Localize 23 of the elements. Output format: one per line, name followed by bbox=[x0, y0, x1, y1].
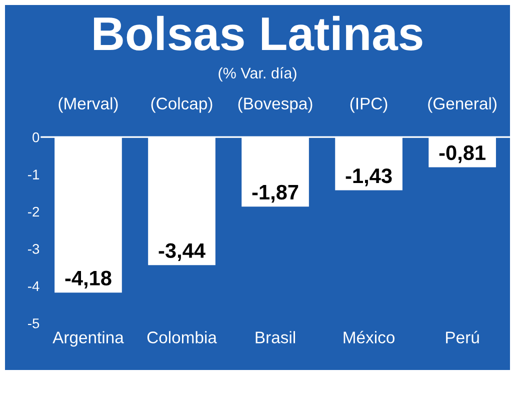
y-tick-label: -4 bbox=[28, 281, 40, 291]
data-label: -4,18 bbox=[65, 270, 112, 289]
y-tick-label: -2 bbox=[28, 206, 40, 217]
x-tick-label: Argentina bbox=[52, 331, 124, 347]
annotation: (Merval) bbox=[58, 97, 118, 113]
data-label: -0,81 bbox=[439, 145, 486, 164]
data-label: -1,43 bbox=[346, 168, 392, 186]
data-label: -1,87 bbox=[252, 184, 298, 203]
annotation: (Colcap) bbox=[151, 97, 212, 113]
y-tick-label: -5 bbox=[28, 318, 40, 328]
y-tick-label: -1 bbox=[28, 170, 40, 180]
x-tick-label: México bbox=[344, 330, 394, 344]
annotation: (Bovespa) bbox=[238, 97, 312, 113]
chart-title: Bolsas Latinas bbox=[94, 16, 422, 51]
annotation: (General) bbox=[428, 97, 496, 113]
x-tick-label: Brasil bbox=[256, 331, 295, 344]
y-tick-label: -3 bbox=[28, 244, 40, 254]
text: (% Var. día) bbox=[218, 67, 296, 82]
data-label: -3,44 bbox=[158, 243, 206, 262]
x-tick-label: Colombia bbox=[147, 331, 217, 344]
annotation: (IPC) bbox=[350, 97, 388, 113]
y-tick-label: 0 bbox=[32, 132, 40, 142]
x-tick-label: Perú bbox=[446, 330, 479, 344]
